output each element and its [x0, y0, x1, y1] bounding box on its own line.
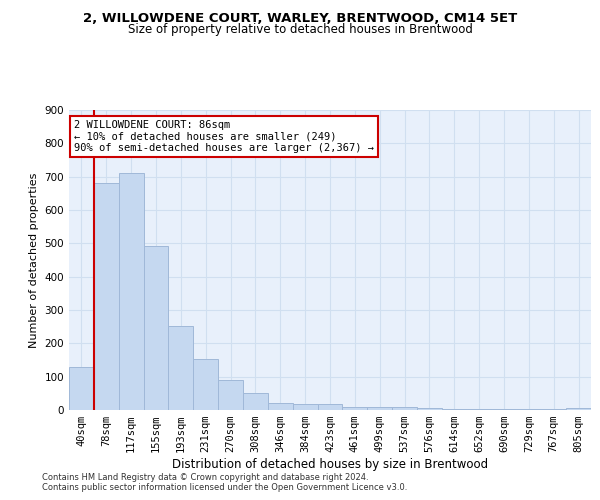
Text: Size of property relative to detached houses in Brentwood: Size of property relative to detached ho… — [128, 22, 472, 36]
Bar — [69, 366, 94, 410]
Bar — [541, 409, 566, 410]
Bar — [293, 404, 317, 410]
Y-axis label: Number of detached properties: Number of detached properties — [29, 172, 39, 348]
Bar — [442, 409, 467, 410]
Bar — [268, 402, 293, 410]
Text: Contains HM Land Registry data © Crown copyright and database right 2024.: Contains HM Land Registry data © Crown c… — [42, 474, 368, 482]
Bar — [119, 174, 143, 410]
X-axis label: Distribution of detached houses by size in Brentwood: Distribution of detached houses by size … — [172, 458, 488, 471]
Bar — [467, 409, 491, 410]
Bar — [218, 380, 243, 410]
Text: 2, WILLOWDENE COURT, WARLEY, BRENTWOOD, CM14 5ET: 2, WILLOWDENE COURT, WARLEY, BRENTWOOD, … — [83, 12, 517, 26]
Bar — [392, 408, 417, 410]
Bar — [193, 359, 218, 410]
Text: 2 WILLOWDENE COURT: 86sqm
← 10% of detached houses are smaller (249)
90% of semi: 2 WILLOWDENE COURT: 86sqm ← 10% of detac… — [74, 120, 374, 153]
Bar — [367, 406, 392, 410]
Bar — [566, 408, 591, 410]
Text: Contains public sector information licensed under the Open Government Licence v3: Contains public sector information licen… — [42, 484, 407, 492]
Bar — [169, 326, 193, 410]
Bar — [343, 406, 367, 410]
Bar — [94, 184, 119, 410]
Bar — [143, 246, 169, 410]
Bar — [491, 409, 517, 410]
Bar — [243, 392, 268, 410]
Bar — [517, 409, 541, 410]
Bar — [317, 404, 343, 410]
Bar — [417, 408, 442, 410]
